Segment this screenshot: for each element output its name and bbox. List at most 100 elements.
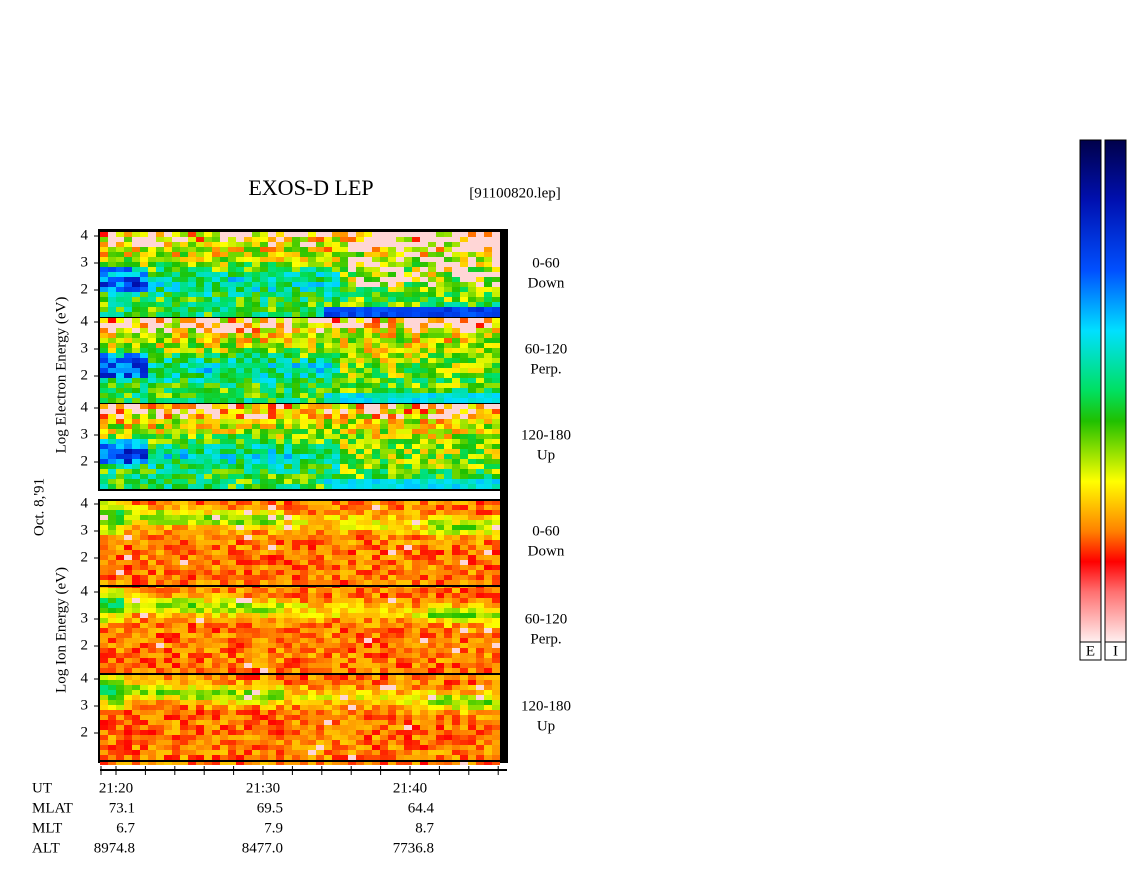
spectrogram-cell — [108, 242, 116, 247]
spectrogram-cell — [348, 404, 356, 409]
spectrogram-cell — [356, 700, 364, 705]
spectrogram-cell — [260, 593, 268, 598]
spectrogram-cell — [180, 675, 188, 680]
spectrogram-cell — [332, 520, 340, 525]
spectrogram-cell — [212, 474, 220, 479]
spectrogram-cell — [308, 540, 316, 545]
spectrogram-cell — [196, 530, 204, 535]
spectrogram-cell — [412, 608, 420, 613]
spectrogram-cell — [244, 720, 252, 725]
spectrogram-cell — [284, 663, 292, 668]
spectrogram-cell — [148, 575, 156, 580]
spectrogram-cell — [140, 555, 148, 560]
spectrogram-cell — [356, 312, 364, 317]
spectrogram-cell — [284, 560, 292, 565]
spectrogram-cell — [148, 663, 156, 668]
spectrogram-cell — [300, 505, 308, 510]
spectrogram-cell — [348, 424, 356, 429]
spectrogram-cell — [428, 252, 436, 257]
spectrogram-cell — [220, 247, 228, 252]
spectrogram-cell — [316, 715, 324, 720]
spectrogram-cell — [276, 598, 284, 603]
spectrogram-cell — [228, 638, 236, 643]
spectrogram-cell — [460, 444, 468, 449]
spectrogram-cell — [380, 685, 388, 690]
spectrogram-cell — [196, 439, 204, 444]
spectrogram-cell — [428, 378, 436, 383]
spectrogram-cell — [452, 247, 460, 252]
spectrogram-cell — [396, 484, 404, 489]
spectrogram-cell — [300, 287, 308, 292]
spectrogram-cell — [252, 449, 260, 454]
spectrogram-cell — [212, 479, 220, 484]
spectrogram-cell — [108, 424, 116, 429]
spectrogram-cell — [468, 267, 476, 272]
spectrogram-cell — [348, 570, 356, 575]
spectrogram-cell — [116, 695, 124, 700]
spectrogram-cell — [436, 398, 444, 403]
spectrogram-cell — [132, 343, 140, 348]
spectrogram-cell — [252, 510, 260, 515]
spectrogram-cell — [444, 277, 452, 282]
spectrogram-cell — [356, 638, 364, 643]
spectrogram-cell — [476, 575, 484, 580]
spectrogram-cell — [156, 262, 164, 267]
spectrogram-cell — [324, 429, 332, 434]
spectrogram-cell — [244, 373, 252, 378]
spectrogram-cell — [492, 613, 500, 618]
spectrogram-cell — [268, 469, 276, 474]
spectrogram-cell — [124, 500, 132, 505]
spectrogram-cell — [292, 348, 300, 353]
spectrogram-cell — [404, 348, 412, 353]
spectrogram-cell — [156, 633, 164, 638]
spectrogram-cell — [404, 545, 412, 550]
spectrogram-cell — [220, 720, 228, 725]
spectrogram-cell — [428, 388, 436, 393]
spectrogram-cell — [172, 388, 180, 393]
spectrogram-cell — [108, 348, 116, 353]
spectrogram-cell — [220, 353, 228, 358]
spectrogram-cell — [460, 439, 468, 444]
spectrogram-cell — [196, 353, 204, 358]
spectrogram-cell — [276, 343, 284, 348]
spectrogram-cell — [348, 302, 356, 307]
spectrogram-cell — [204, 429, 212, 434]
spectrogram-cell — [428, 500, 436, 505]
spectrogram-cell — [116, 690, 124, 695]
spectrogram-cell — [364, 580, 372, 585]
spectrogram-cell — [372, 663, 380, 668]
spectrogram-cell — [268, 358, 276, 363]
spectrogram-cell — [356, 643, 364, 648]
spectrogram-cell — [404, 658, 412, 663]
spectrogram-cell — [356, 272, 364, 277]
spectrogram-cell — [212, 515, 220, 520]
spectrogram-cell — [476, 690, 484, 695]
spectrogram-cell — [476, 348, 484, 353]
spectrogram-cell — [460, 343, 468, 348]
spectrogram-cell — [180, 653, 188, 658]
spectrogram-cell — [396, 510, 404, 515]
spectrogram-cell — [228, 648, 236, 653]
spectrogram-cell — [372, 575, 380, 580]
spectrogram-cell — [212, 705, 220, 710]
spectrogram-cell — [484, 419, 492, 424]
spectrogram-cell — [236, 242, 244, 247]
spectrogram-cell — [116, 588, 124, 593]
spectrogram-cell — [156, 695, 164, 700]
spectrogram-cell — [132, 348, 140, 353]
spectrogram-cell — [428, 479, 436, 484]
spectrogram-cell — [460, 535, 468, 540]
spectrogram-cell — [436, 247, 444, 252]
spectrogram-cell — [380, 565, 388, 570]
spectrogram-cell — [452, 348, 460, 353]
spectrogram-cell — [140, 545, 148, 550]
spectrogram-cell — [484, 545, 492, 550]
spectrogram-cell — [228, 550, 236, 555]
spectrogram-cell — [236, 318, 244, 323]
spectrogram-cell — [332, 560, 340, 565]
spectrogram-cell — [212, 658, 220, 663]
spectrogram-cell — [156, 570, 164, 575]
spectrogram-cell — [300, 434, 308, 439]
spectrogram-cell — [340, 378, 348, 383]
spectrogram-cell — [300, 414, 308, 419]
